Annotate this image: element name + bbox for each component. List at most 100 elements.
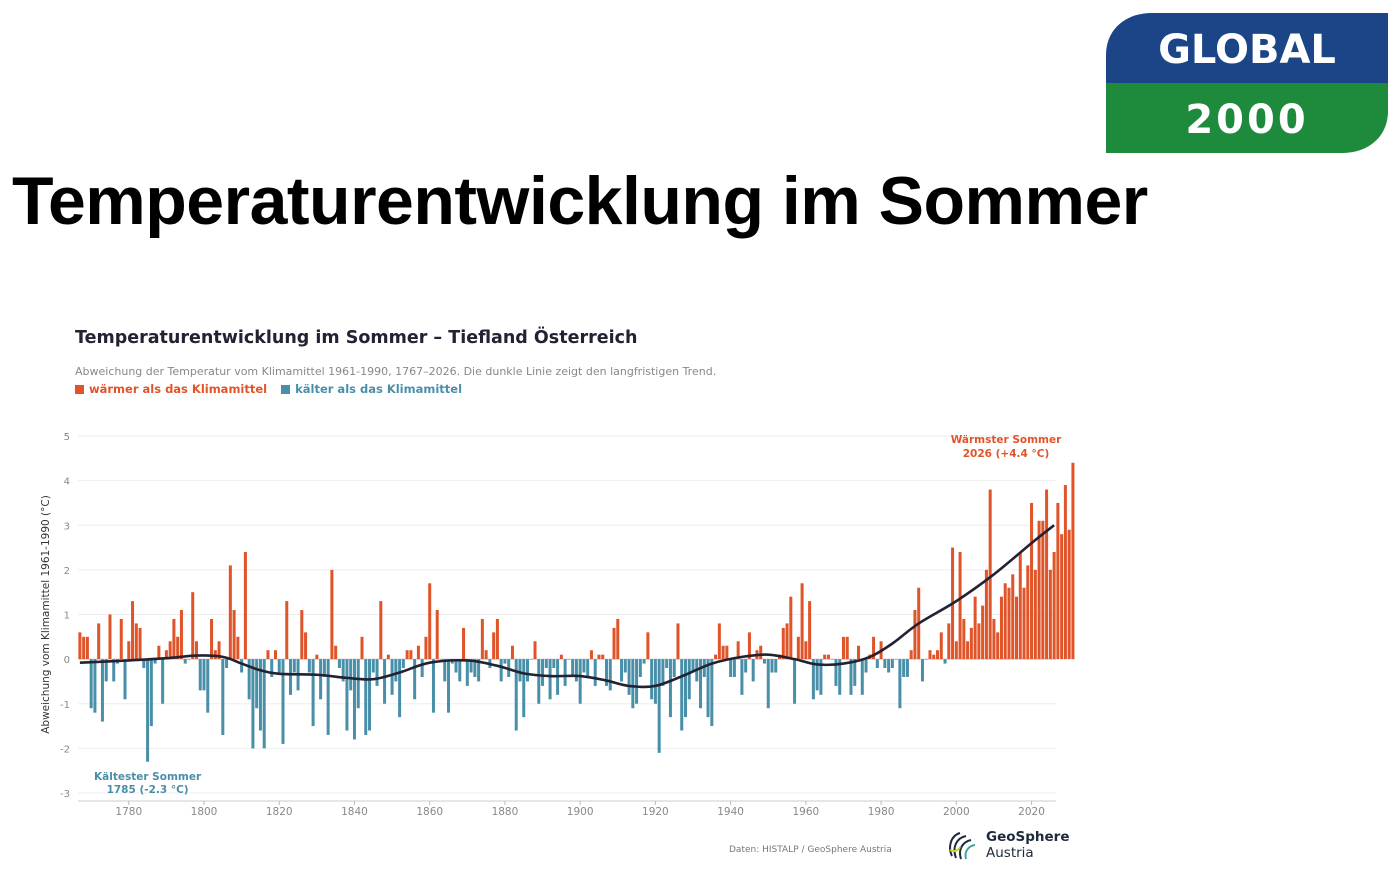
- bar: [898, 659, 902, 709]
- bar: [232, 610, 236, 660]
- bar: [849, 659, 853, 695]
- bar: [819, 659, 823, 695]
- bar: [1071, 462, 1075, 660]
- bar: [589, 650, 593, 660]
- x-tick-label: 1840: [341, 806, 368, 818]
- bar: [217, 641, 221, 660]
- bar: [680, 659, 684, 731]
- bar: [936, 650, 940, 660]
- bar: [225, 659, 229, 669]
- bar: [529, 659, 533, 660]
- bar: [962, 618, 966, 660]
- bar: [616, 618, 620, 660]
- annotation-warmest-title: Wärmster Sommer: [951, 434, 1062, 446]
- bar: [206, 659, 210, 713]
- bar: [465, 659, 469, 686]
- bar: [1067, 529, 1071, 660]
- bar: [1033, 569, 1037, 660]
- bar: [608, 659, 612, 691]
- bar: [642, 659, 646, 664]
- bar: [999, 596, 1003, 660]
- bar: [499, 659, 503, 682]
- y-tick-label: 3: [64, 521, 70, 532]
- bar: [255, 659, 259, 709]
- bar: [183, 659, 187, 664]
- logo-bottom-band: [1106, 83, 1388, 153]
- bar: [304, 632, 308, 660]
- bar: [394, 659, 398, 682]
- bar: [89, 659, 93, 709]
- bar: [751, 659, 755, 682]
- bar: [1063, 485, 1067, 660]
- bar: [341, 659, 345, 682]
- bar: [699, 659, 703, 709]
- bar: [785, 623, 789, 660]
- bar: [740, 659, 744, 695]
- x-tick-label: 2000: [943, 806, 970, 818]
- data-source: Daten: HISTALP / GeoSphere Austria: [729, 845, 892, 855]
- bar: [578, 659, 582, 704]
- bar: [473, 659, 477, 677]
- logo-text-global: GLOBAL: [1158, 27, 1336, 73]
- bar: [604, 659, 609, 686]
- x-tick-label: 1940: [717, 806, 744, 818]
- bar: [766, 659, 770, 709]
- bar: [85, 636, 89, 660]
- bar: [112, 659, 116, 682]
- bar: [462, 627, 466, 660]
- bar: [161, 659, 165, 704]
- bar: [514, 659, 518, 731]
- bar: [164, 650, 168, 660]
- bar: [815, 659, 819, 691]
- legend-swatch-warm: [75, 384, 84, 394]
- bar: [597, 654, 601, 660]
- bar: [969, 627, 973, 660]
- bar: [1037, 520, 1041, 660]
- bar: [247, 659, 251, 700]
- global-2000-logo: GLOBAL 2000: [1106, 13, 1388, 153]
- bar: [657, 659, 661, 753]
- bar: [270, 659, 274, 677]
- bar: [909, 650, 913, 660]
- bar: [383, 659, 387, 704]
- bar: [405, 650, 409, 660]
- logo-text-2000: 2000: [1185, 97, 1308, 143]
- bar: [285, 601, 289, 660]
- x-tick-label: 1860: [416, 806, 443, 818]
- bar: [510, 645, 514, 660]
- bar: [725, 645, 729, 660]
- annotation-coldest-value: 1785 (-2.3 °C): [107, 784, 189, 796]
- bar: [240, 659, 244, 673]
- bar: [307, 659, 311, 673]
- bar: [409, 650, 413, 660]
- bar: [736, 641, 740, 660]
- bar: [221, 659, 225, 735]
- bar: [379, 601, 383, 660]
- bar: [770, 659, 774, 673]
- bar: [717, 623, 721, 660]
- bar: [676, 623, 680, 660]
- bar: [887, 659, 891, 673]
- bar: [796, 636, 800, 660]
- y-tick-label: -2: [60, 744, 70, 755]
- bar: [435, 610, 439, 660]
- bar: [439, 659, 443, 660]
- bar: [920, 659, 924, 682]
- bar: [789, 596, 793, 660]
- bar: [1003, 583, 1007, 660]
- y-tick-label: 4: [64, 477, 70, 488]
- bar: [890, 659, 894, 669]
- bar: [623, 659, 627, 673]
- bar: [574, 659, 578, 682]
- bar: [398, 659, 402, 718]
- bar: [928, 650, 932, 660]
- bar: [988, 489, 992, 660]
- bar: [563, 659, 567, 686]
- bar: [864, 659, 868, 673]
- geosphere-text: GeoSphere Austria: [986, 829, 1069, 861]
- bar: [179, 610, 183, 660]
- bar: [612, 627, 616, 660]
- bar: [875, 659, 879, 669]
- bar: [251, 659, 255, 749]
